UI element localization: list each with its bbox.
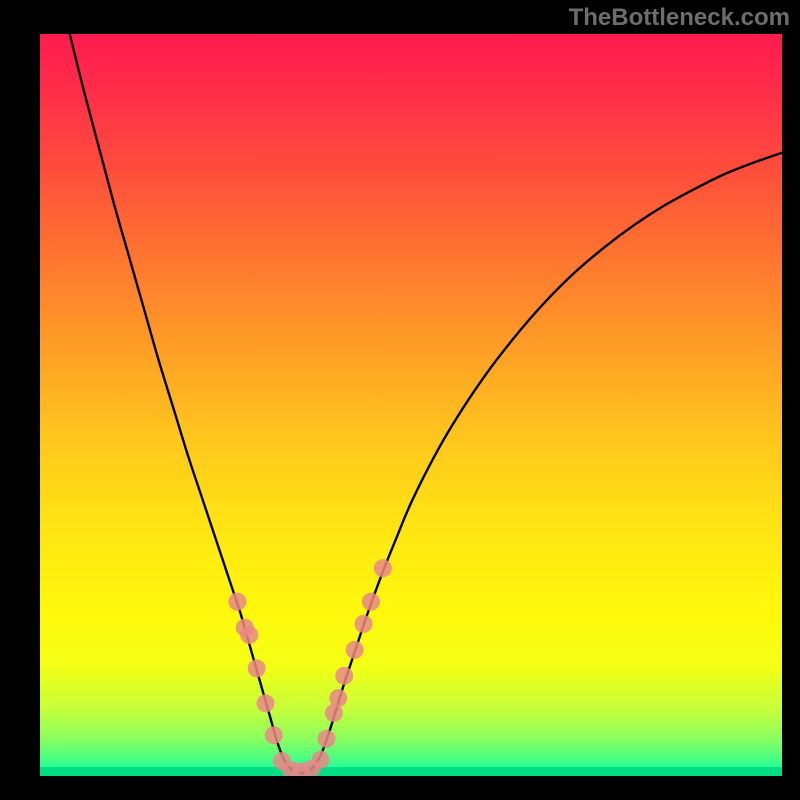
curve-marker (248, 659, 266, 677)
plot-bottom-strip (40, 767, 782, 776)
curve-marker (329, 689, 347, 707)
watermark-text: TheBottleneck.com (569, 4, 790, 32)
curve-marker (335, 667, 353, 685)
curve-marker (346, 641, 364, 659)
plot-svg (40, 34, 782, 776)
curve-marker (257, 694, 275, 712)
curve-marker (355, 615, 373, 633)
curve-marker (240, 626, 258, 644)
chart-canvas: TheBottleneck.com (0, 0, 800, 800)
curve-markers (228, 559, 391, 776)
curve-marker (362, 593, 380, 611)
plot-area (40, 34, 782, 776)
curve-marker (265, 726, 283, 744)
bottleneck-curve (70, 34, 782, 773)
curve-marker (228, 593, 246, 611)
curve-marker (374, 559, 392, 577)
curve-marker (311, 751, 329, 769)
curve-marker (317, 730, 335, 748)
